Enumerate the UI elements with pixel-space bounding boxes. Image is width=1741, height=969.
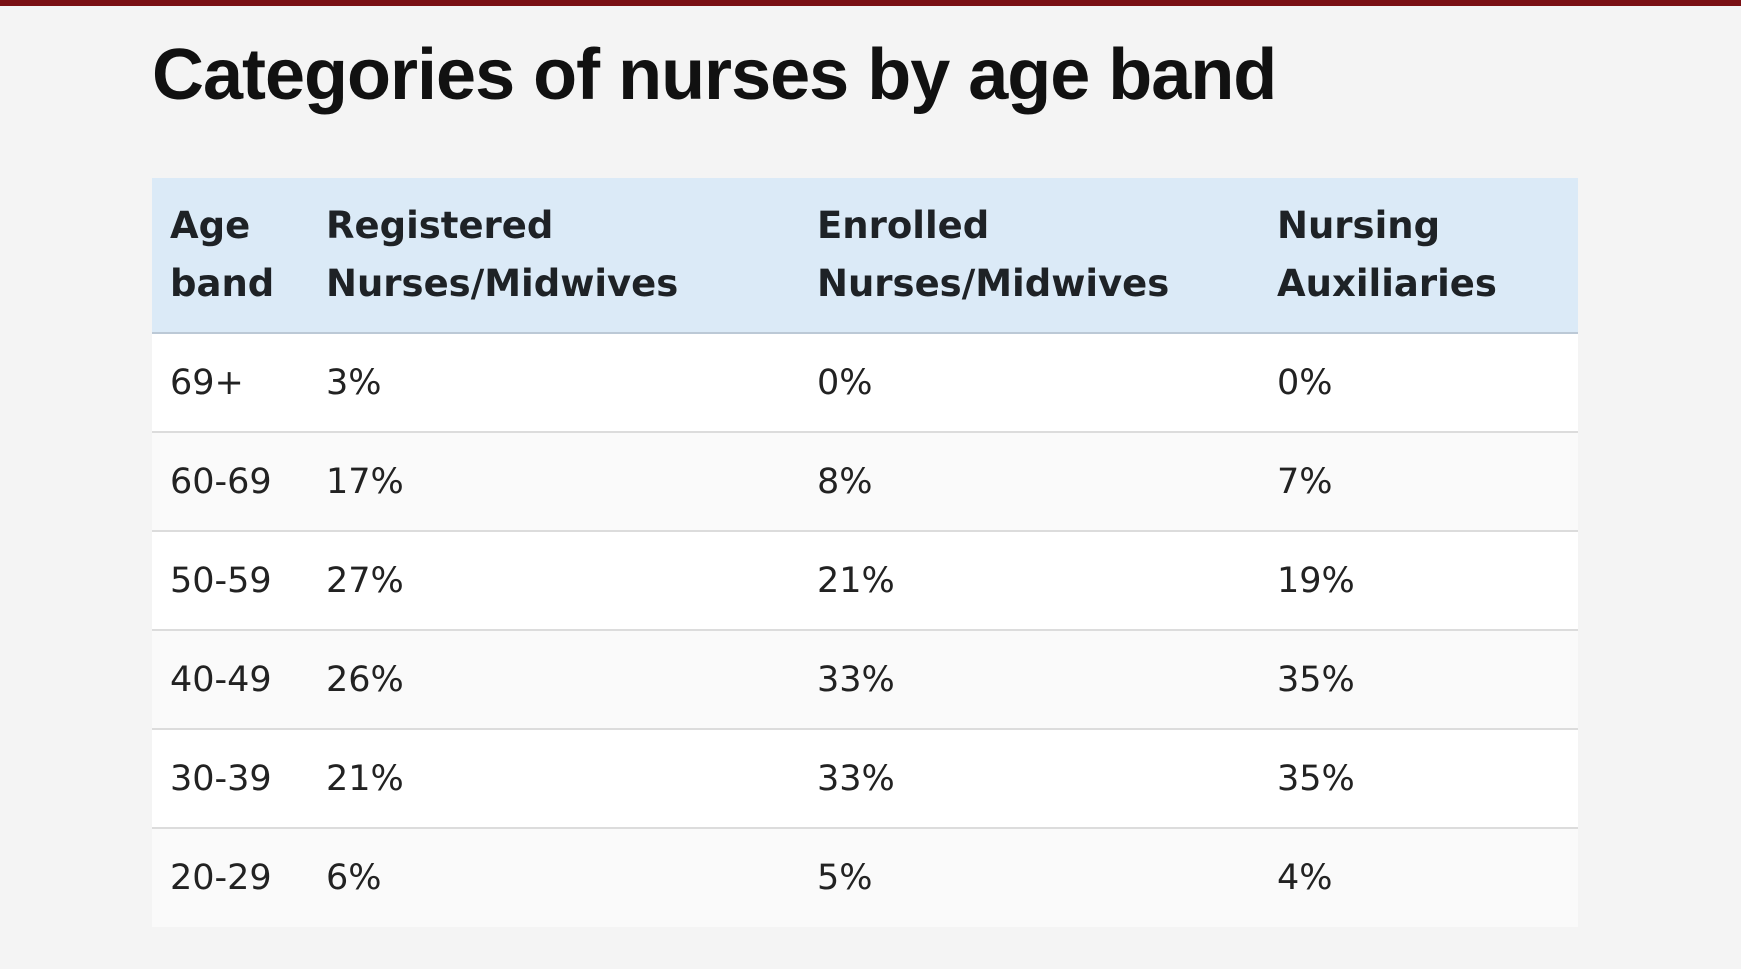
table-header-row: Age band Registered Nurses/Midwives Enro… xyxy=(152,178,1578,334)
column-header-line: Enrolled xyxy=(817,204,990,247)
table-cell-enrolled: 33% xyxy=(799,729,1259,829)
table-cell-enrolled: 8% xyxy=(799,432,1259,532)
column-header-line: band xyxy=(170,262,275,305)
column-header-registered: Registered Nurses/Midwives xyxy=(308,178,799,334)
table-cell-auxiliaries: 0% xyxy=(1259,333,1578,433)
table-cell-enrolled: 0% xyxy=(799,333,1259,433)
table-cell-registered: 6% xyxy=(326,858,382,898)
nurse-age-table: Age band Registered Nurses/Midwives Enro… xyxy=(152,178,1578,927)
table-cell-age-band: 60-69 xyxy=(152,432,308,532)
top-accent-bar xyxy=(0,0,1741,6)
column-header-line: Nurses/Midwives xyxy=(326,262,679,305)
column-header-line: Nursing xyxy=(1277,204,1441,247)
table-cell-age-band: 40-49 xyxy=(152,630,308,730)
table-header: Age band Registered Nurses/Midwives Enro… xyxy=(152,178,1578,334)
table-row: 20-29 6% 5% 4% xyxy=(152,828,1578,927)
table-cell-enrolled: 5% xyxy=(817,858,873,898)
column-header-line: Nurses/Midwives xyxy=(817,262,1170,305)
table-cell-registered: 17% xyxy=(308,432,799,532)
table-cell-auxiliaries: 7% xyxy=(1259,432,1578,532)
table-cell-auxiliaries: 35% xyxy=(1259,729,1578,829)
nurse-age-table-container: Age band Registered Nurses/Midwives Enro… xyxy=(152,178,1578,927)
table-cell-age-band: 50-59 xyxy=(152,531,308,631)
table-cell-age-band: 69+ xyxy=(152,333,308,433)
table-cell-enrolled: 33% xyxy=(799,630,1259,730)
table-cell-registered: 26% xyxy=(308,630,799,730)
table-cell-registered: 27% xyxy=(308,531,799,631)
column-header-line: Age xyxy=(170,204,251,247)
table-row: 40-49 26% 33% 35% xyxy=(152,630,1578,730)
column-header-line: Auxiliaries xyxy=(1277,262,1497,305)
table-cell-auxiliaries: 4% xyxy=(1277,858,1333,898)
column-header-line: Registered xyxy=(326,204,554,247)
table-row: 30-39 21% 33% 35% xyxy=(152,729,1578,829)
table-cell-registered: 21% xyxy=(308,729,799,829)
table-body: 69+ 3% 0% 0% 60-69 17% 8% 7% 50-59 27% 2… xyxy=(152,333,1578,927)
table-cell-registered: 3% xyxy=(308,333,799,433)
table-cell-age-band: 30-39 xyxy=(152,729,308,829)
table-cell-auxiliaries: 35% xyxy=(1259,630,1578,730)
table-cell-enrolled: 21% xyxy=(799,531,1259,631)
column-header-enrolled: Enrolled Nurses/Midwives xyxy=(799,178,1259,334)
table-cell-auxiliaries: 19% xyxy=(1259,531,1578,631)
table-row: 50-59 27% 21% 19% xyxy=(152,531,1578,631)
table-row: 69+ 3% 0% 0% xyxy=(152,333,1578,433)
column-header-age-band: Age band xyxy=(152,178,308,334)
table-cell-age-band: 20-29 xyxy=(170,858,272,898)
column-header-auxiliaries: Nursing Auxiliaries xyxy=(1259,178,1578,334)
table-row: 60-69 17% 8% 7% xyxy=(152,432,1578,532)
page-title: Categories of nurses by age band xyxy=(152,35,1277,115)
